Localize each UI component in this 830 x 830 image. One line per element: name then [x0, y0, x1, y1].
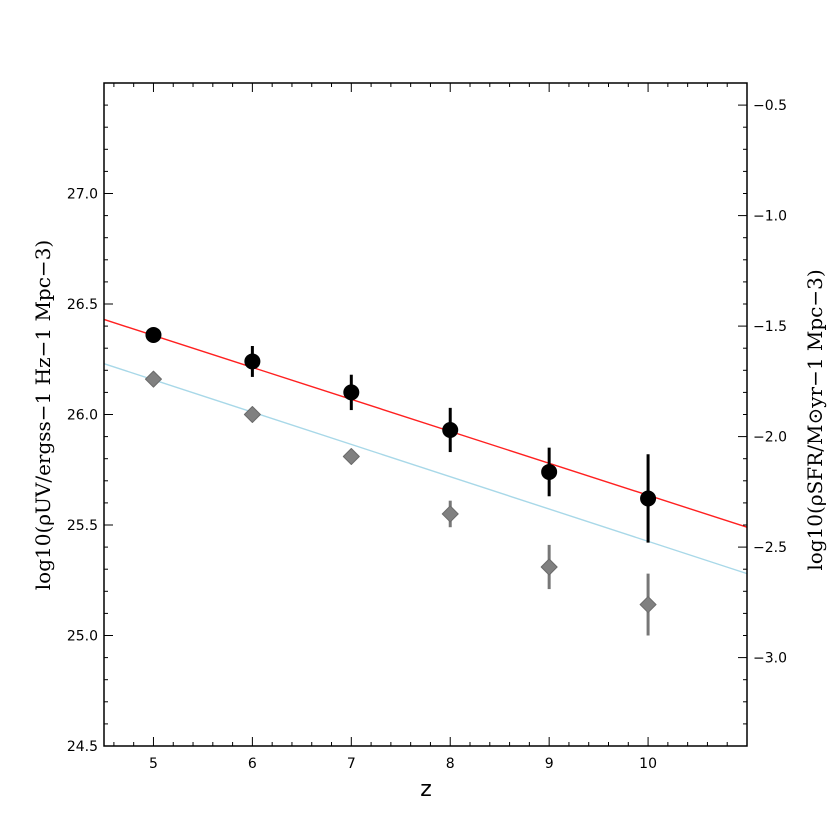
data-point: [343, 384, 360, 401]
fit-lines: [103, 318, 748, 575]
y-tick-label-left: 26.0: [67, 408, 98, 424]
y-tick-label-left: 25.5: [67, 518, 98, 534]
x-tick-label: 5: [149, 756, 158, 772]
x-axis-label: z: [420, 777, 432, 802]
x-tick-label: 10: [639, 756, 657, 772]
y-tick-label-right: −1.5: [753, 319, 787, 335]
y-tick-label-right: −2.0: [753, 430, 787, 446]
fit-line-2: [103, 363, 748, 575]
fit-line-1: [103, 318, 748, 528]
data-point: [540, 558, 558, 576]
data-point: [244, 353, 261, 370]
data-point: [640, 490, 657, 507]
x-tick-label: 9: [545, 756, 554, 772]
x-tick-label: 8: [446, 756, 455, 772]
y-tick-label-left: 24.5: [67, 739, 98, 755]
y-tick-label-left: 26.5: [67, 297, 98, 313]
y-tick-label-left: 27.0: [67, 187, 98, 203]
y-tick-label-right: −2.5: [753, 540, 787, 556]
data-points: [144, 326, 657, 614]
error-bars: [151, 332, 650, 636]
data-point: [442, 421, 459, 438]
data-point: [145, 326, 162, 343]
y-tick-label-right: −0.5: [753, 98, 787, 114]
data-point: [342, 447, 360, 465]
data-point: [243, 406, 261, 423]
data-point: [144, 370, 162, 388]
y-tick-label-right: −1.0: [753, 209, 787, 225]
x-tick-label: 6: [248, 756, 257, 772]
data-point: [541, 463, 558, 480]
y-axis-label-left: log10(ρUV/ergss−1 Hz−1 Mpc−3): [31, 240, 55, 590]
y-axis-label-right: log10(ρSFR/M⊙yr−1 Mpc−3): [803, 269, 827, 570]
axis-ticks: [104, 83, 747, 747]
data-point: [639, 596, 657, 614]
data-point: [441, 505, 459, 523]
y-tick-label-left: 25.0: [67, 629, 98, 645]
x-tick-label: 7: [347, 756, 356, 772]
y-tick-label-right: −3.0: [753, 651, 787, 667]
tick-labels: 5 6 7 8 9 10 24.5 25.0 25.5 26.0 26.5 27.0 −3.0 −2.5 −…: [67, 98, 787, 772]
plot-frame: [103, 82, 748, 747]
